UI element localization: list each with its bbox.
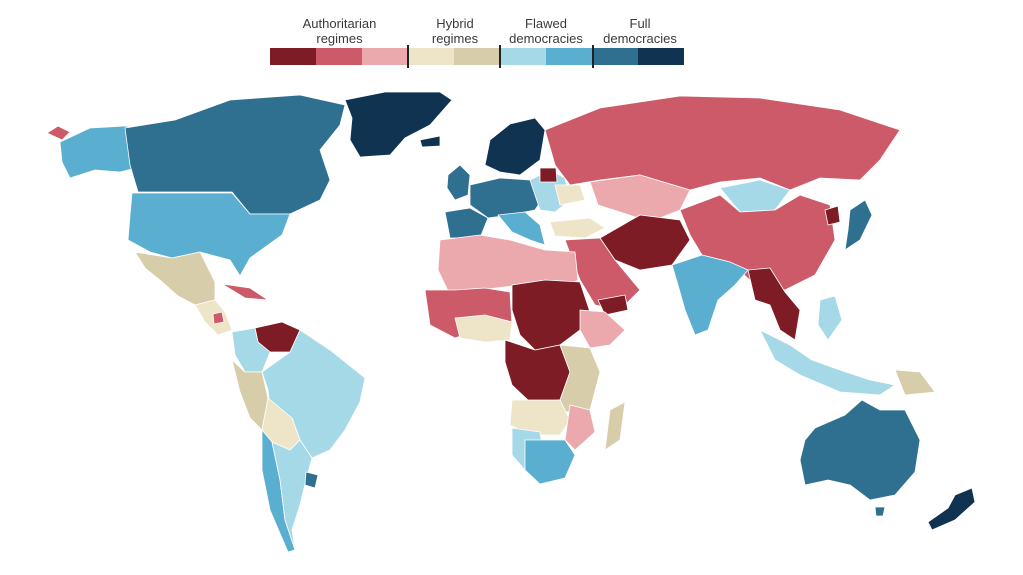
legend-swatch-7 (546, 48, 592, 65)
map-legend: Authoritarian regimes Hybrid regimes Fla… (0, 0, 1023, 70)
region-greenland (344, 91, 453, 158)
region-iceland (419, 135, 441, 148)
region-russia (544, 95, 901, 191)
region-west-africa-coast (454, 314, 513, 343)
legend-swatch-8 (592, 48, 638, 65)
region-australia (799, 399, 921, 501)
region-scandinavia (484, 117, 546, 176)
region-canada (124, 94, 346, 215)
region-sahel-central (511, 279, 591, 351)
region-japan (844, 199, 873, 251)
region-argentina (271, 439, 313, 551)
region-korea-north (824, 205, 841, 226)
region-horn-of-africa (579, 309, 626, 349)
legend-swatch-6 (500, 48, 546, 65)
region-belarus (539, 167, 558, 183)
legend-color-scale (270, 48, 684, 65)
legend-swatch-3 (362, 48, 408, 65)
region-tasmania (874, 506, 886, 517)
region-congo (504, 339, 571, 403)
region-usa (127, 192, 291, 277)
region-southern-africa-mid (509, 399, 571, 436)
region-mongolia (719, 179, 791, 213)
legend-divider-1 (407, 45, 409, 68)
region-turkey (549, 217, 606, 239)
legend-label-authoritarian: Authoritarian regimes (302, 16, 377, 46)
region-new-zealand (927, 487, 976, 531)
region-india (671, 254, 749, 336)
region-uk-ireland (446, 164, 471, 201)
region-southeast-asia (759, 329, 896, 396)
legend-swatch-5 (454, 48, 500, 65)
legend-swatch-1 (270, 48, 316, 65)
region-png (894, 369, 936, 396)
region-south-africa (524, 439, 576, 485)
legend-divider-2 (499, 45, 501, 68)
region-myanmar-indochina (747, 267, 801, 341)
world-democracy-map (46, 91, 976, 553)
region-iran-afghanistan (599, 214, 691, 271)
region-western-europe (469, 177, 546, 219)
region-colombia (231, 327, 271, 373)
legend-swatch-9 (638, 48, 684, 65)
legend-label-full: Full democracies (603, 16, 677, 46)
region-philippines (817, 295, 843, 341)
region-mozambique (564, 404, 596, 451)
region-italy-balkans (497, 211, 546, 246)
region-mexico (134, 251, 216, 306)
region-yemen (597, 294, 629, 316)
region-iberia (444, 207, 489, 239)
legend-divider-3 (592, 45, 594, 68)
legend-label-flawed: Flawed democracies (509, 16, 583, 46)
region-madagascar (604, 401, 626, 451)
region-ukraine (554, 184, 586, 206)
region-middle-east (564, 237, 641, 311)
region-nicaragua (212, 311, 225, 325)
legend-swatch-2 (316, 48, 362, 65)
legend-label-hybrid: Hybrid regimes (431, 16, 479, 46)
region-uruguay (304, 471, 319, 489)
region-alaska-tip (46, 125, 71, 141)
legend-swatch-4 (408, 48, 454, 65)
region-cuba (221, 283, 269, 301)
region-kazakhstan (589, 174, 691, 223)
